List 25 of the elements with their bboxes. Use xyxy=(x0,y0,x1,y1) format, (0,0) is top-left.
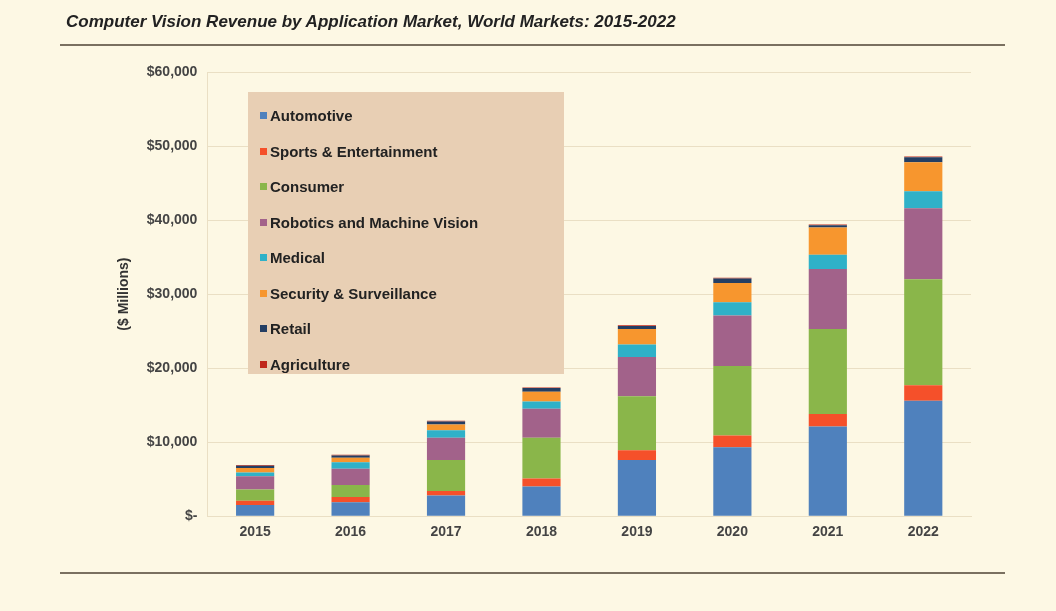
chart-title: Computer Vision Revenue by Application Market, World Markets: 2015-2022 xyxy=(66,12,676,32)
legend-label: Agriculture xyxy=(270,355,351,373)
y-tick-label: $30,000 xyxy=(146,284,198,301)
legend-label: Robotics and Machine Vision xyxy=(270,213,479,231)
legend-label: Security & Surveillance xyxy=(270,284,437,302)
legend-label: Medical xyxy=(270,249,326,267)
legend-label: Sports & Entertainment xyxy=(270,142,438,160)
y-axis-title: ($ Millions) xyxy=(115,257,132,331)
legend-label: Retail xyxy=(270,320,311,338)
x-tick-label: 2017 xyxy=(430,523,462,540)
x-tick-label: 2015 xyxy=(239,523,271,540)
y-tick-label: $60,000 xyxy=(146,62,198,79)
y-tick-label: $- xyxy=(184,507,198,524)
x-tick-label: 2016 xyxy=(335,523,367,540)
x-tick-label: 2020 xyxy=(716,523,749,540)
x-tick-label: 2018 xyxy=(525,523,558,540)
legend-label: Automotive xyxy=(270,107,353,125)
x-tick-label: 2022 xyxy=(907,523,940,540)
legend-label: Consumer xyxy=(270,178,345,196)
x-tick-label: 2021 xyxy=(812,523,844,540)
y-tick-label: $40,000 xyxy=(146,210,198,227)
y-tick-label: $20,000 xyxy=(146,358,198,375)
y-tick-label: $10,000 xyxy=(146,433,198,450)
x-tick-label: 2019 xyxy=(621,523,653,540)
y-tick-label: $50,000 xyxy=(146,136,198,153)
